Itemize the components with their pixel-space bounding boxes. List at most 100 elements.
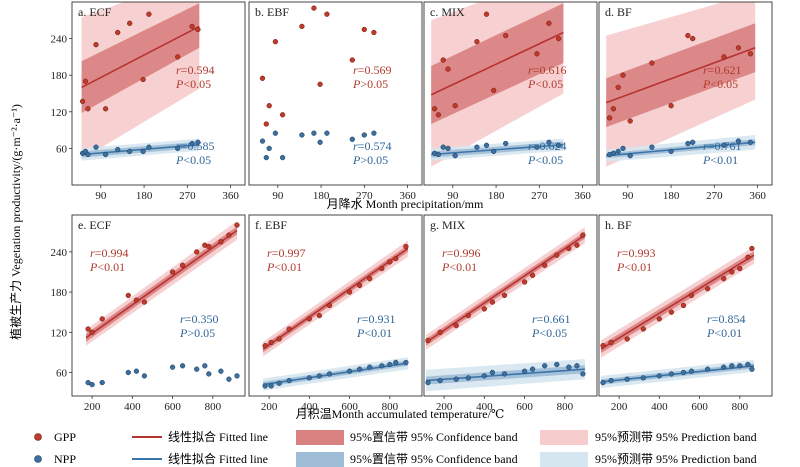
r-symbol: r <box>617 246 622 260</box>
r-symbol: r <box>353 63 358 77</box>
npp-stat-p-label: P>0.05 <box>352 153 388 167</box>
r-value: =0.585 <box>181 139 215 153</box>
gpp-point <box>263 121 269 127</box>
r-symbol: r <box>357 312 362 326</box>
x-tick-label: 800 <box>557 401 574 413</box>
x-tick-label: 200 <box>261 401 278 413</box>
r-symbol: r <box>176 63 181 77</box>
p-value: >0.05 <box>360 153 388 167</box>
panel-title: c. MIX <box>430 5 465 19</box>
npp-point <box>311 130 317 136</box>
gpp-point <box>668 103 674 109</box>
npp-point <box>453 376 459 382</box>
panel-frame <box>71 1 246 186</box>
gpp-point <box>491 87 497 94</box>
gpp-point <box>371 29 377 36</box>
y-tick-label: 180 <box>51 287 68 299</box>
gpp-stat-p-label: P<0.01 <box>441 260 477 274</box>
gpp-point <box>481 306 487 312</box>
npp-point <box>286 377 292 384</box>
gpp-point <box>721 276 727 282</box>
p-value: <0.05 <box>183 77 211 91</box>
gpp-point <box>387 259 393 265</box>
gpp-point <box>554 252 560 258</box>
gpp-point <box>379 265 385 272</box>
gpp-stat-r-label: r=0.594 <box>176 63 214 77</box>
npp-point <box>737 363 743 369</box>
npp-point <box>574 363 580 369</box>
x-tick-label: 360 <box>749 190 766 202</box>
gpp-point <box>503 32 509 39</box>
r-value: =0.594 <box>181 63 215 77</box>
r-value: =0.997 <box>272 246 306 260</box>
gpp-point <box>85 326 91 332</box>
panel-frame <box>423 214 598 397</box>
x-tick-label: 180 <box>663 190 680 202</box>
legend-gpp-pi-label: 95%预测带 95% Prediction band <box>595 430 757 444</box>
p-symbol: P <box>702 77 711 91</box>
npp-point <box>437 377 443 384</box>
gpp-point <box>735 45 742 51</box>
gpp-fitted-line <box>85 229 238 339</box>
p-value: <0.05 <box>183 153 211 167</box>
npp-point <box>195 139 201 145</box>
npp-stat-r-label: r=0.854 <box>707 312 745 326</box>
x-tick-label: 200 <box>436 401 453 413</box>
gpp-stat-r-label: r=0.993 <box>617 246 655 260</box>
npp-point <box>555 142 562 148</box>
gpp-point <box>266 103 272 109</box>
npp-fitted-line <box>81 143 200 156</box>
npp-point <box>747 139 754 145</box>
p-symbol: P <box>616 260 625 274</box>
npp-point <box>608 377 614 384</box>
r-value: =0.569 <box>358 63 392 77</box>
gpp-point <box>349 57 355 63</box>
npp-point <box>202 363 208 369</box>
gpp-point <box>276 336 282 342</box>
gpp-stat-p-label: P<0.05 <box>702 77 738 91</box>
r-symbol: r <box>528 139 533 153</box>
x-tick-label: 600 <box>164 401 181 413</box>
npp-fitted-line <box>262 362 409 386</box>
x-tick-label: 400 <box>651 401 668 413</box>
p-value: <0.05 <box>710 77 738 91</box>
gpp-point <box>747 51 754 57</box>
gpp-point <box>474 39 480 45</box>
r-value: =0.761 <box>708 139 742 153</box>
gpp-point <box>169 269 176 275</box>
gpp-stat-r-label: r=0.994 <box>90 246 128 260</box>
gpp-point <box>649 60 655 66</box>
npp-point <box>749 366 755 372</box>
r-value: =0.994 <box>95 246 129 260</box>
npp-point <box>266 145 272 152</box>
gpp-point <box>453 322 459 329</box>
gpp-point <box>195 26 201 33</box>
gpp-point <box>179 262 186 268</box>
legend-npp-fit-label: 线性拟合 Fitted line <box>168 451 268 466</box>
gpp-point <box>688 292 695 299</box>
gpp-point <box>737 265 743 272</box>
gpp-point <box>680 302 687 309</box>
gpp-point <box>317 81 323 87</box>
p-value: <0.01 <box>710 153 738 167</box>
gpp-stat-r-label: r=0.621 <box>703 63 741 77</box>
npp-point <box>324 130 330 136</box>
gpp-point <box>286 326 292 332</box>
p-value: >0.05 <box>360 77 388 91</box>
r-symbol: r <box>707 312 712 326</box>
x-tick-label: 600 <box>341 401 358 413</box>
npp-point <box>529 366 536 372</box>
p-value: >0.05 <box>187 326 215 340</box>
npp-stat-r-label: r=0.585 <box>176 139 214 153</box>
npp-point <box>279 154 286 161</box>
npp-point <box>194 366 200 372</box>
npp-point <box>640 375 646 381</box>
gpp-point <box>272 39 279 45</box>
npp-point <box>688 368 695 374</box>
npp-point <box>115 146 121 153</box>
npp-point <box>685 140 691 147</box>
